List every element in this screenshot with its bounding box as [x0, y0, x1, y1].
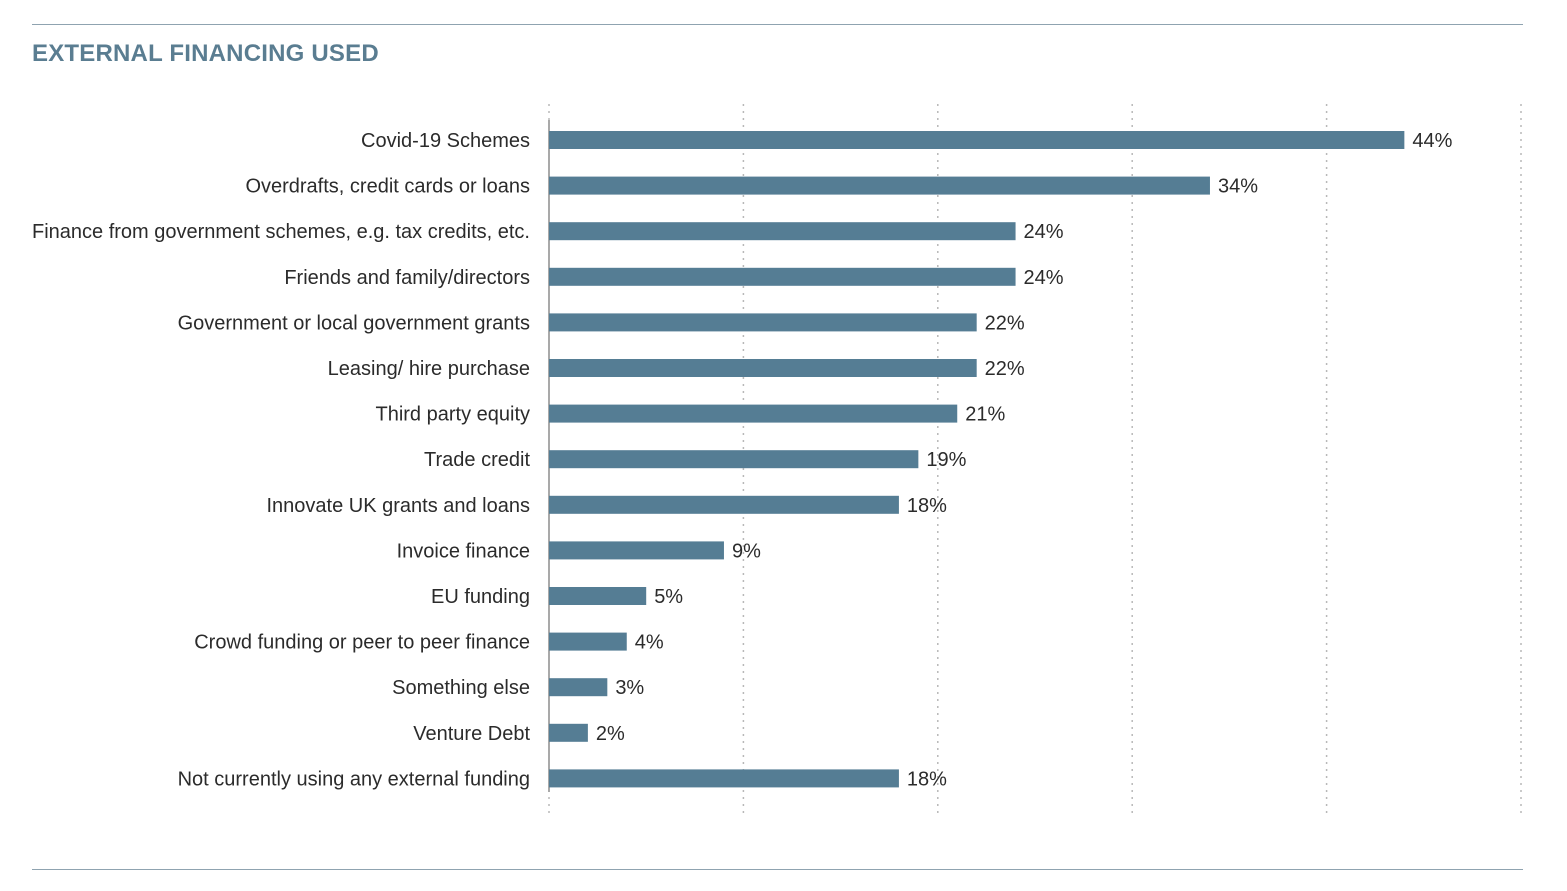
- value-label: 44%: [1412, 130, 1452, 152]
- category-label: Government or local government grants: [178, 312, 530, 334]
- value-label: 5%: [654, 586, 683, 608]
- category-label: Crowd funding or peer to peer finance: [194, 632, 530, 654]
- bar: [549, 769, 899, 788]
- bar: [549, 495, 899, 514]
- category-label: EU funding: [431, 586, 530, 608]
- bar: [549, 222, 1016, 241]
- chart-title: EXTERNAL FINANCING USED: [32, 40, 379, 67]
- value-label: 21%: [965, 404, 1005, 426]
- bars: [549, 131, 1405, 788]
- value-label: 24%: [1024, 221, 1064, 243]
- category-label: Not currently using any external funding: [178, 768, 530, 790]
- bar: [549, 131, 1405, 149]
- bar: [549, 359, 977, 377]
- category-label: Something else: [392, 677, 530, 699]
- value-label: 18%: [907, 768, 947, 790]
- bar: [549, 450, 919, 469]
- top-rule: [32, 24, 1523, 25]
- value-label: 34%: [1218, 176, 1258, 198]
- category-label: Finance from government schemes, e.g. ta…: [32, 221, 530, 243]
- bar: [549, 404, 958, 423]
- value-label: 22%: [985, 312, 1025, 334]
- bar: [549, 267, 1016, 286]
- category-label: Venture Debt: [413, 723, 530, 745]
- bar: [549, 313, 977, 332]
- value-label: 19%: [926, 449, 966, 471]
- category-label: Friends and family/directors: [284, 267, 530, 289]
- category-label: Overdrafts, credit cards or loans: [245, 176, 530, 198]
- category-label: Innovate UK grants and loans: [266, 495, 530, 517]
- value-labels: 44% 34% 24% 24% 22% 22% 21% 19% 18% 9% 5% 4% 3% 2% 18%: [596, 130, 1453, 790]
- value-label: 3%: [615, 677, 644, 699]
- category-labels: Covid-19 Schemes Overdrafts, credit cards…: [32, 130, 530, 790]
- value-label: 22%: [985, 358, 1025, 380]
- value-label: 24%: [1024, 267, 1064, 289]
- bar: [549, 632, 627, 651]
- category-label: Trade credit: [424, 449, 530, 471]
- value-label: 2%: [596, 723, 625, 745]
- bar: [549, 176, 1210, 195]
- category-label: Covid-19 Schemes: [361, 130, 530, 152]
- bar: [549, 541, 724, 560]
- bar: [549, 678, 608, 697]
- bar: [549, 587, 647, 605]
- category-label: Invoice finance: [397, 540, 530, 562]
- bottom-rule: [32, 869, 1523, 870]
- category-label: Third party equity: [375, 404, 530, 426]
- value-label: 9%: [732, 540, 761, 562]
- bar: [549, 723, 588, 742]
- category-label: Leasing/ hire purchase: [328, 358, 530, 380]
- value-label: 18%: [907, 495, 947, 517]
- value-label: 4%: [635, 632, 664, 654]
